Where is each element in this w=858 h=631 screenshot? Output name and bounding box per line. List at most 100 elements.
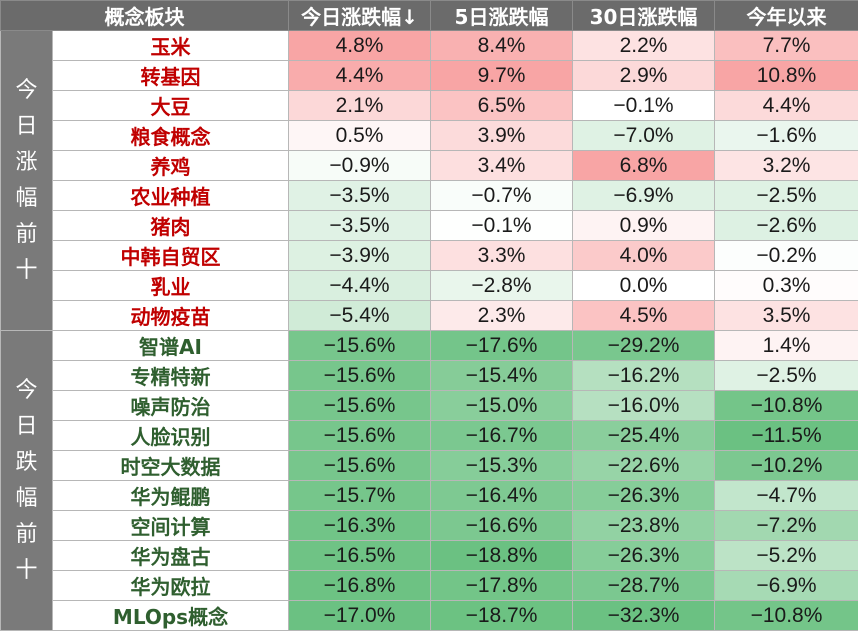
group-label-top-losers: 今日跌幅前十 (1, 331, 53, 631)
sector-name[interactable]: 农业种植 (53, 181, 289, 211)
sector-name[interactable]: MLOps概念 (53, 601, 289, 631)
ytd-change-cell: −0.2% (715, 241, 858, 271)
thirty-day-change-cell: −7.0% (573, 121, 715, 151)
thirty-day-change-cell: 6.8% (573, 151, 715, 181)
today-change-cell: 0.5% (289, 121, 431, 151)
today-change-cell: −16.8% (289, 571, 431, 601)
table-row[interactable]: 空间计算−16.3%−16.6%−23.8%−7.2% (1, 511, 858, 541)
header-ytd-change[interactable]: 今年以来 (715, 1, 858, 31)
ytd-change-cell: −10.8% (715, 391, 858, 421)
ytd-change-cell: −2.5% (715, 361, 858, 391)
table-row[interactable]: 今日跌幅前十智谱AI−15.6%−17.6%−29.2%1.4% (1, 331, 858, 361)
today-change-cell: −15.6% (289, 451, 431, 481)
table-row[interactable]: 猪肉−3.5%−0.1%0.9%−2.6% (1, 211, 858, 241)
today-change-cell: −15.6% (289, 331, 431, 361)
thirty-day-change-cell: 0.0% (573, 271, 715, 301)
five-day-change-cell: −18.7% (431, 601, 573, 631)
sector-name[interactable]: 人脸识别 (53, 421, 289, 451)
sector-name[interactable]: 智谱AI (53, 331, 289, 361)
thirty-day-change-cell: −26.3% (573, 481, 715, 511)
sector-name[interactable]: 噪声防治 (53, 391, 289, 421)
ytd-change-cell: 10.8% (715, 61, 858, 91)
table-row[interactable]: 噪声防治−15.6%−15.0%−16.0%−10.8% (1, 391, 858, 421)
sector-name[interactable]: 转基因 (53, 61, 289, 91)
five-day-change-cell: −2.8% (431, 271, 573, 301)
table-row[interactable]: 中韩自贸区−3.9%3.3%4.0%−0.2% (1, 241, 858, 271)
today-change-cell: −15.6% (289, 421, 431, 451)
thirty-day-change-cell: −26.3% (573, 541, 715, 571)
today-change-cell: −15.6% (289, 391, 431, 421)
sector-name[interactable]: 中韩自贸区 (53, 241, 289, 271)
five-day-change-cell: −0.1% (431, 211, 573, 241)
table-row[interactable]: MLOps概念−17.0%−18.7%−32.3%−10.8% (1, 601, 858, 631)
thirty-day-change-cell: −28.7% (573, 571, 715, 601)
sector-name[interactable]: 空间计算 (53, 511, 289, 541)
ytd-change-cell: −11.5% (715, 421, 858, 451)
thirty-day-change-cell: −0.1% (573, 91, 715, 121)
ytd-change-cell: −7.2% (715, 511, 858, 541)
five-day-change-cell: −15.3% (431, 451, 573, 481)
today-change-cell: −5.4% (289, 301, 431, 331)
table-row[interactable]: 养鸡−0.9%3.4%6.8%3.2% (1, 151, 858, 181)
table-row[interactable]: 时空大数据−15.6%−15.3%−22.6%−10.2% (1, 451, 858, 481)
ytd-change-cell: 3.2% (715, 151, 858, 181)
group-label-text: 今日跌幅前十 (14, 373, 40, 589)
thirty-day-change-cell: 4.0% (573, 241, 715, 271)
sector-name[interactable]: 华为欧拉 (53, 571, 289, 601)
today-change-cell: −3.5% (289, 181, 431, 211)
ytd-change-cell: 7.7% (715, 31, 858, 61)
today-change-cell: −17.0% (289, 601, 431, 631)
five-day-change-cell: −0.7% (431, 181, 573, 211)
five-day-change-cell: −16.7% (431, 421, 573, 451)
sector-name[interactable]: 时空大数据 (53, 451, 289, 481)
thirty-day-change-cell: 2.9% (573, 61, 715, 91)
header-today-change[interactable]: 今日涨跌幅↓ (289, 1, 431, 31)
table-row[interactable]: 人脸识别−15.6%−16.7%−25.4%−11.5% (1, 421, 858, 451)
thirty-day-change-cell: −16.2% (573, 361, 715, 391)
sector-name[interactable]: 玉米 (53, 31, 289, 61)
thirty-day-change-cell: −16.0% (573, 391, 715, 421)
five-day-change-cell: −15.0% (431, 391, 573, 421)
header-sector-name[interactable]: 概念板块 (1, 1, 289, 31)
table-row[interactable]: 华为盘古−16.5%−18.8%−26.3%−5.2% (1, 541, 858, 571)
five-day-change-cell: 9.7% (431, 61, 573, 91)
thirty-day-change-cell: 4.5% (573, 301, 715, 331)
sector-name[interactable]: 华为盘古 (53, 541, 289, 571)
ytd-change-cell: −10.2% (715, 451, 858, 481)
sector-name[interactable]: 专精特新 (53, 361, 289, 391)
ytd-change-cell: −6.9% (715, 571, 858, 601)
header-row: 概念板块 今日涨跌幅↓ 5日涨跌幅 30日涨跌幅 今年以来 (1, 1, 858, 31)
thirty-day-change-cell: −32.3% (573, 601, 715, 631)
sector-name[interactable]: 大豆 (53, 91, 289, 121)
sector-name[interactable]: 动物疫苗 (53, 301, 289, 331)
sector-name[interactable]: 乳业 (53, 271, 289, 301)
thirty-day-change-cell: −22.6% (573, 451, 715, 481)
sector-name[interactable]: 粮食概念 (53, 121, 289, 151)
sector-name[interactable]: 华为鲲鹏 (53, 481, 289, 511)
table-row[interactable]: 华为鲲鹏−15.7%−16.4%−26.3%−4.7% (1, 481, 858, 511)
sector-name[interactable]: 猪肉 (53, 211, 289, 241)
header-30d-change[interactable]: 30日涨跌幅 (573, 1, 715, 31)
ytd-change-cell: −2.5% (715, 181, 858, 211)
five-day-change-cell: −16.6% (431, 511, 573, 541)
table-row[interactable]: 农业种植−3.5%−0.7%−6.9%−2.5% (1, 181, 858, 211)
ytd-change-cell: −5.2% (715, 541, 858, 571)
five-day-change-cell: 3.4% (431, 151, 573, 181)
today-change-cell: 4.4% (289, 61, 431, 91)
sector-name[interactable]: 养鸡 (53, 151, 289, 181)
table-row[interactable]: 乳业−4.4%−2.8%0.0%0.3% (1, 271, 858, 301)
table-row[interactable]: 专精特新−15.6%−15.4%−16.2%−2.5% (1, 361, 858, 391)
header-5d-change[interactable]: 5日涨跌幅 (431, 1, 573, 31)
table-row[interactable]: 动物疫苗−5.4%2.3%4.5%3.5% (1, 301, 858, 331)
table-row[interactable]: 华为欧拉−16.8%−17.8%−28.7%−6.9% (1, 571, 858, 601)
ytd-change-cell: −4.7% (715, 481, 858, 511)
thirty-day-change-cell: 2.2% (573, 31, 715, 61)
today-change-cell: −3.5% (289, 211, 431, 241)
today-change-cell: −4.4% (289, 271, 431, 301)
